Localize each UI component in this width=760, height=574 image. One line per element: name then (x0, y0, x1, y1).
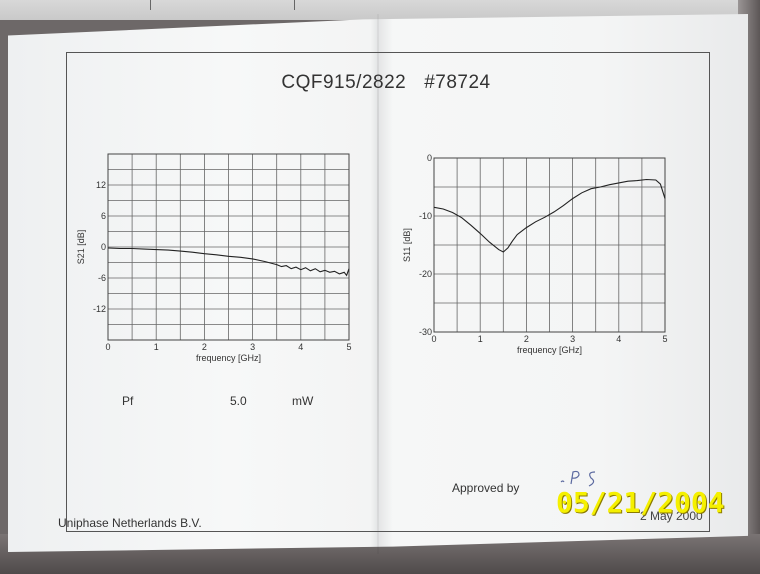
photo-date-stamp: 05/21/2004 (556, 486, 725, 519)
paper-sheet (8, 14, 748, 552)
y-tick-label: 0 (427, 153, 432, 163)
serial-number: #78724 (424, 72, 491, 93)
x-tick-label: 4 (298, 342, 303, 352)
part-number: CQF915/2822 (281, 72, 407, 93)
series-line (107, 247, 350, 277)
y-tick-label: 6 (101, 211, 106, 221)
x-tick-label: 5 (662, 334, 667, 344)
x-tick-label: 4 (616, 334, 621, 344)
y-tick-label: -20 (419, 269, 432, 279)
y-axis-label: S11 [dB] (402, 228, 412, 262)
y-tick-label: -12 (93, 304, 106, 314)
background-mark (294, 0, 295, 10)
y-tick-label: 12 (96, 180, 106, 190)
x-tick-label: 1 (154, 342, 159, 352)
x-tick-label: 0 (105, 342, 110, 352)
x-tick-label: 3 (570, 334, 575, 344)
x-axis-label: frequency [GHz] (196, 353, 261, 363)
x-tick-label: 2 (202, 342, 207, 352)
y-axis-label: S21 [dB] (76, 230, 86, 265)
x-tick-label: 0 (431, 334, 436, 344)
pf-unit: mW (292, 394, 314, 408)
document-date: 2 May 2000 (640, 509, 703, 523)
x-tick-label: 5 (346, 342, 351, 352)
y-tick-label: 0 (101, 242, 106, 252)
s11-chart: 0 1 2 3 4 5 0 -10 -20 -30 frequency [GHz] S11 [dB] (402, 153, 668, 355)
plot-frame (433, 157, 666, 333)
y-tick-label: -10 (419, 211, 432, 221)
x-tick-label: 2 (524, 334, 529, 344)
pf-value: 5.0 (230, 394, 247, 408)
document-title: CQF915/2822 #78724 (236, 72, 536, 94)
x-tick-label: 3 (250, 342, 255, 352)
y-tick-label: -30 (419, 327, 432, 337)
document-frame (66, 52, 710, 532)
series-line (433, 178, 666, 253)
background-top-strip (0, 0, 760, 20)
company-name: Uniphase Netherlands B.V. (58, 516, 202, 530)
plot-frame (107, 153, 350, 341)
pf-label: Pf (122, 394, 134, 408)
paper-fold (377, 14, 379, 554)
x-axis-label: frequency [GHz] (517, 345, 582, 355)
signature-mark (560, 470, 596, 487)
x-tick-label: 1 (478, 334, 483, 344)
y-tick-label: -6 (98, 273, 106, 283)
approved-by-label: Approved by (452, 481, 520, 495)
background-mark (150, 0, 151, 10)
